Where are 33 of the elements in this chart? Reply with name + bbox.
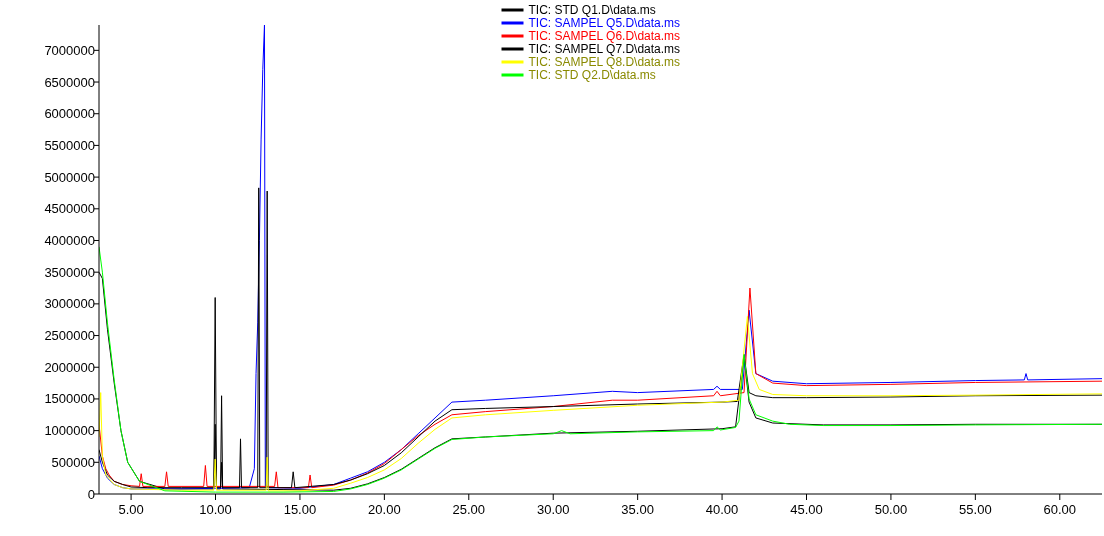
y-tick-label: 0 <box>87 486 95 502</box>
legend-label: TIC: STD Q2.D\data.ms <box>528 68 656 82</box>
legend-label: TIC: SAMPEL Q7.D\data.ms <box>528 42 681 56</box>
x-tick-label: 15.00 <box>283 502 317 517</box>
y-tick-label: 1500000 <box>44 391 95 407</box>
y-tick-label: 3000000 <box>44 296 95 312</box>
x-tick-label: 40.00 <box>705 502 739 517</box>
legend-label: TIC: SAMPEL Q8.D\data.ms <box>528 55 681 69</box>
y-tick-label: 5500000 <box>44 137 95 153</box>
y-tick-label: 3500000 <box>44 264 95 280</box>
x-tick-label: 10.00 <box>199 502 232 517</box>
x-tick-label: 55.00 <box>959 502 992 517</box>
y-tick-label: 500000 <box>51 454 95 470</box>
legend-label: TIC: SAMPEL Q5.D\data.ms <box>528 16 681 30</box>
y-tick-label: 1000000 <box>44 423 95 439</box>
x-tick-label: 60.00 <box>1043 502 1077 517</box>
x-tick-label: 20.00 <box>368 502 401 517</box>
y-tick-label: 2000000 <box>44 359 95 375</box>
x-tick-label: 5.00 <box>118 502 144 517</box>
legend-label: TIC: STD Q1.D\data.ms <box>528 3 656 17</box>
legend-label: TIC: SAMPEL Q6.D\data.ms <box>528 29 681 43</box>
y-tick-label: 6500000 <box>44 74 95 90</box>
y-tick-label: 6000000 <box>44 106 95 122</box>
y-tick-label: 4500000 <box>44 201 95 217</box>
x-tick-label: 25.00 <box>452 502 486 517</box>
y-tick-label: 5000000 <box>44 169 95 185</box>
x-tick-label: 45.00 <box>790 502 823 517</box>
y-tick-label: 7000000 <box>44 42 95 58</box>
x-tick-label: 35.00 <box>621 502 654 517</box>
x-tick-label: 30.00 <box>536 502 570 517</box>
y-tick-label: 2500000 <box>44 328 95 344</box>
x-tick-label: 50.00 <box>874 502 908 517</box>
y-tick-label: 4000000 <box>44 233 95 249</box>
